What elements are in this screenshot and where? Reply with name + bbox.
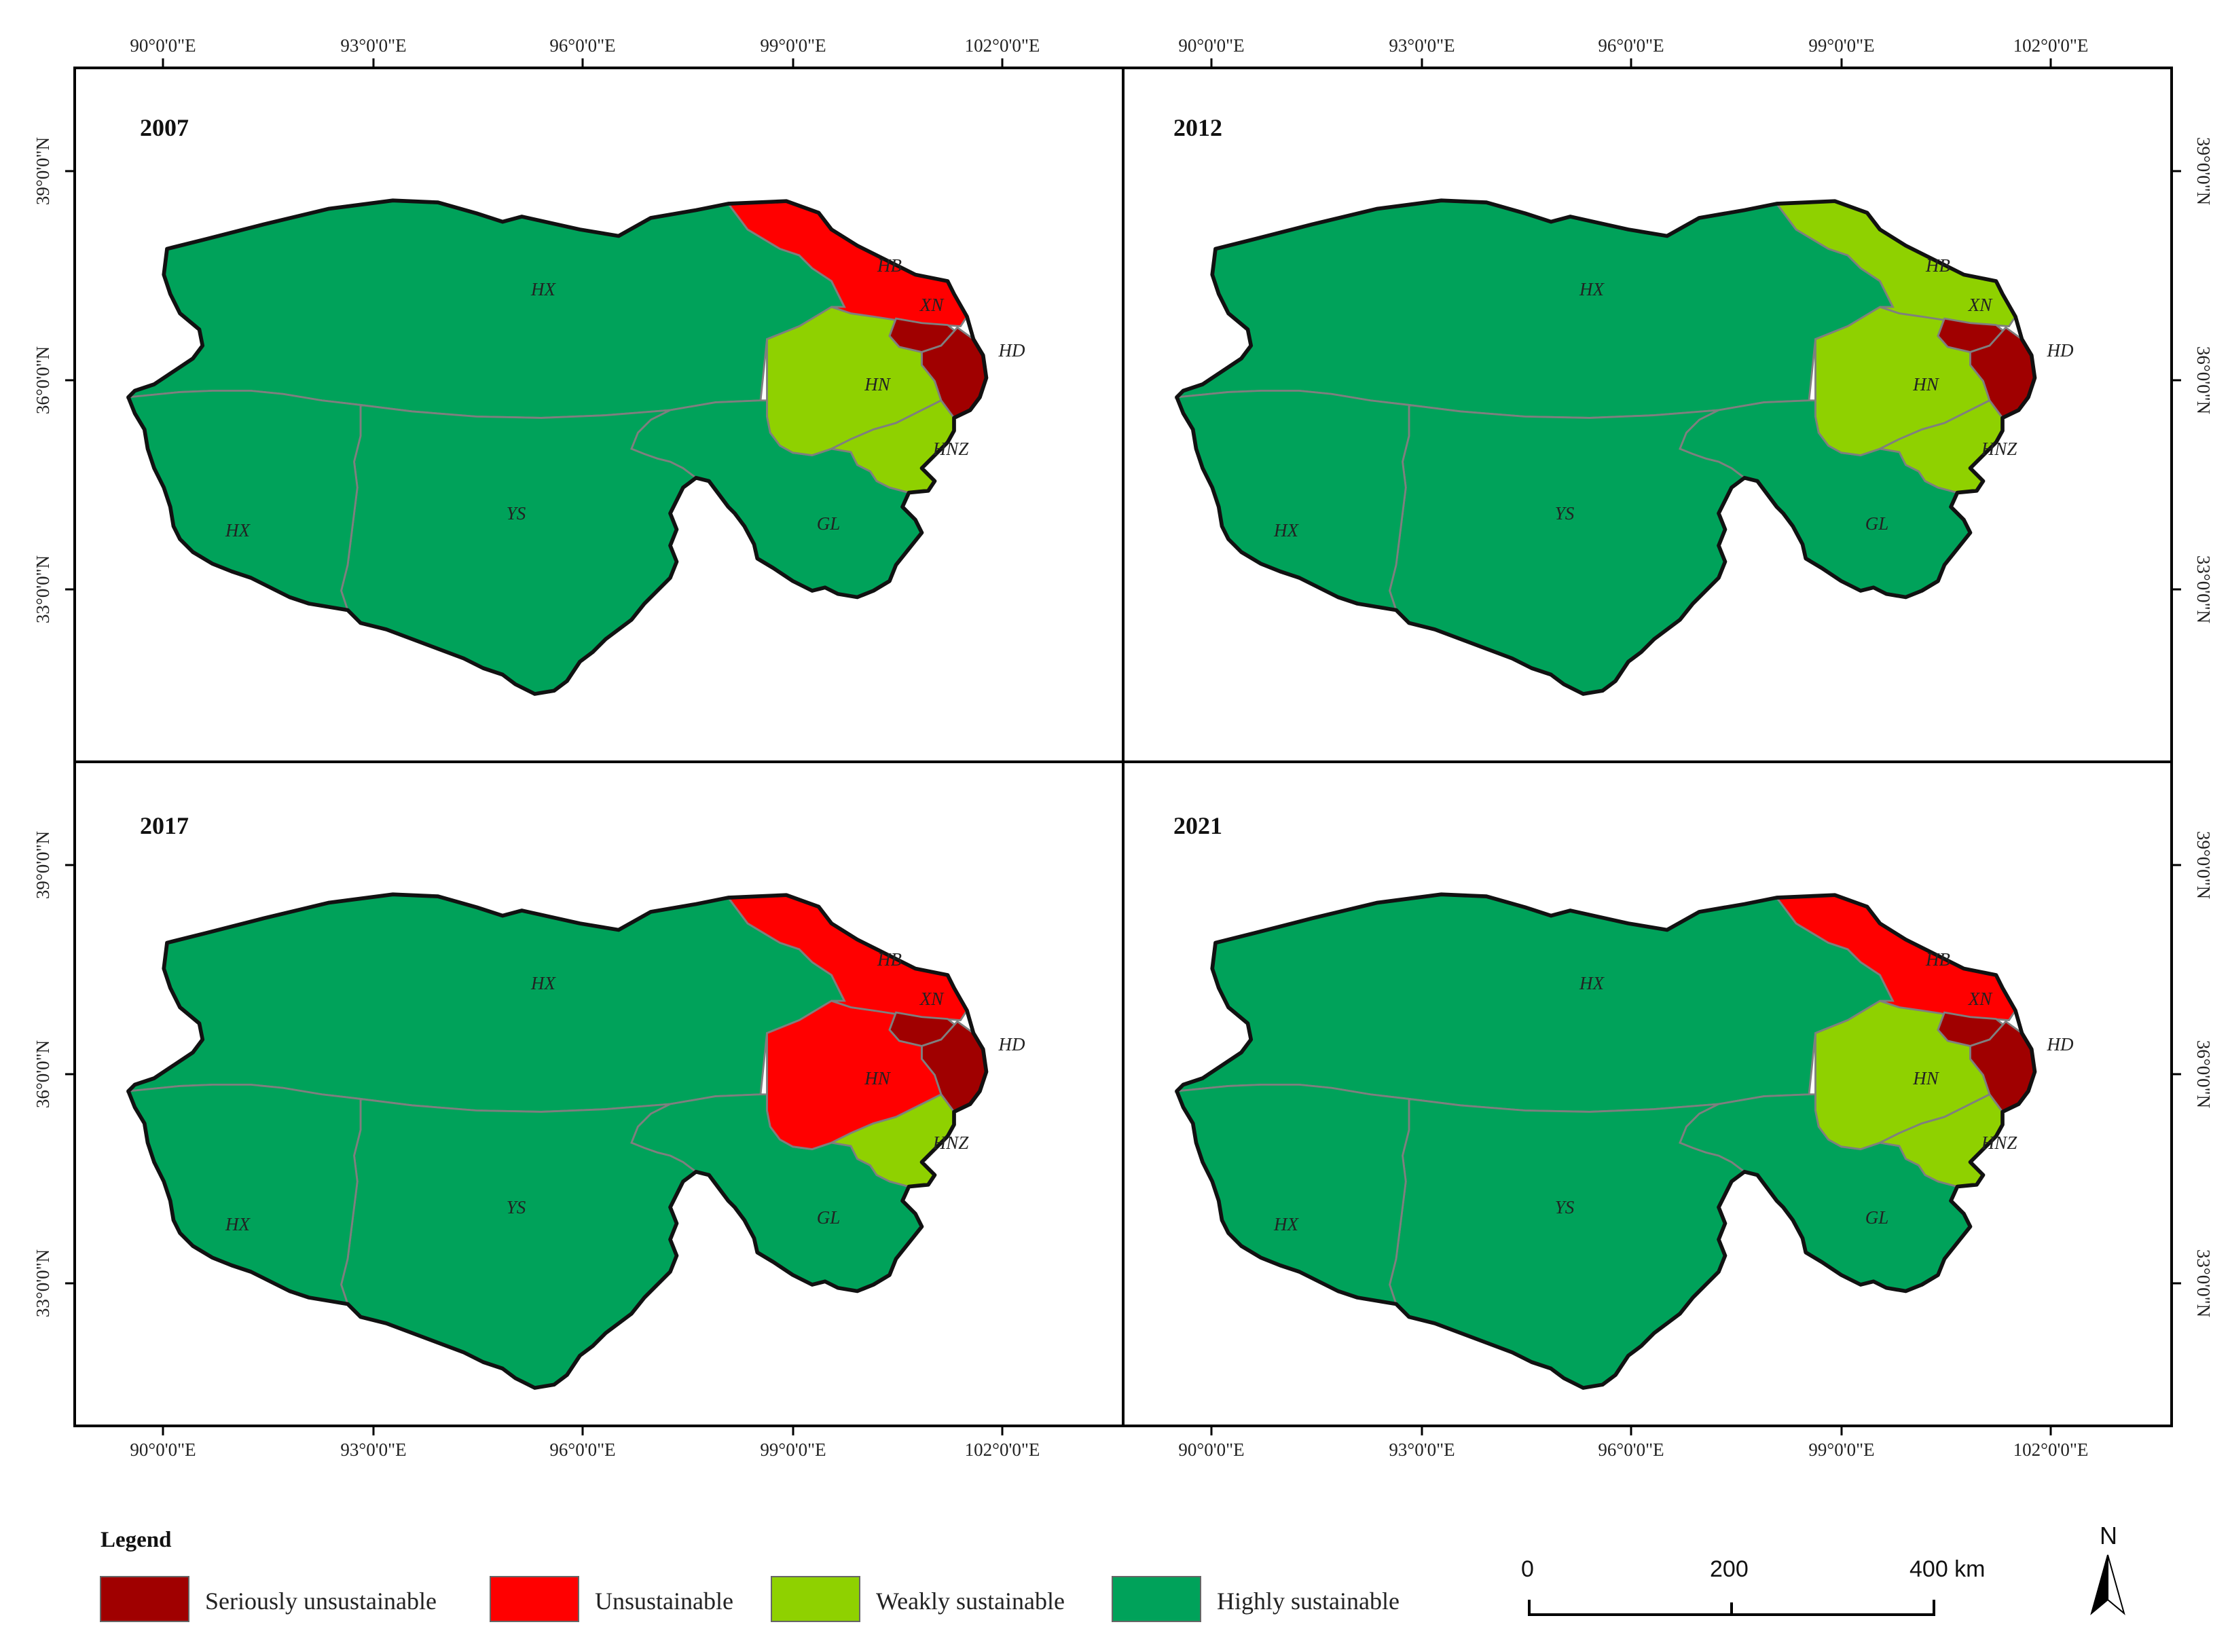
legend-label-ws: Weakly sustainable bbox=[876, 1587, 1065, 1615]
region-label-hb: HB bbox=[877, 949, 902, 970]
year-label-2021: 2021 bbox=[1173, 812, 1222, 839]
region-label-hnz: HNZ bbox=[1981, 439, 2018, 459]
top-tick-label-right-1: 93°0'0"E bbox=[1389, 35, 1455, 56]
region-label-hd: HD bbox=[2047, 340, 2074, 361]
region-label-hx-south: HX bbox=[225, 1214, 251, 1234]
right-tick-label-bottom-0: 39°0'0"N bbox=[2193, 831, 2214, 899]
scale-label-0: 0 bbox=[1521, 1556, 1534, 1582]
region-label-hx-north: HX bbox=[530, 973, 556, 993]
right-tick-label-top-0: 39°0'0"N bbox=[2193, 137, 2214, 205]
region-label-hx-north: HX bbox=[1579, 973, 1605, 993]
north-arrow-icon: N bbox=[2090, 1522, 2125, 1615]
year-label-2007: 2007 bbox=[140, 114, 189, 141]
region-label-ys: YS bbox=[507, 503, 526, 524]
province-outline-2021 bbox=[1175, 892, 2037, 1390]
map-panel-2007: HX HX YS GL HB XN HD HN HNZ 2007 bbox=[126, 114, 1025, 696]
region-label-xn: XN bbox=[1968, 989, 1993, 1009]
region-label-hb: HB bbox=[1925, 949, 1950, 970]
bottom-tick-label-left-2: 96°0'0"E bbox=[549, 1439, 615, 1460]
right-tick-label-top-2: 33°0'0"N bbox=[2193, 555, 2214, 623]
legend-swatch-su bbox=[100, 1576, 189, 1622]
graticule-ticks: 90°0'0"E 93°0'0"E 96°0'0"E 99°0'0"E 102°0'0"… bbox=[33, 35, 2214, 1460]
map-panel-2012: HX HX YS GL HB XN HD HN HNZ 2012 bbox=[1173, 114, 2074, 696]
legend-label-un: Unsustainable bbox=[595, 1587, 733, 1615]
legend-title: Legend bbox=[100, 1528, 172, 1552]
bottom-tick-label-left-3: 99°0'0"E bbox=[760, 1439, 826, 1460]
left-tick-label-bottom-0: 39°0'0"N bbox=[33, 831, 53, 899]
legend-label-su: Seriously unsustainable bbox=[205, 1587, 437, 1615]
region-label-hnz: HNZ bbox=[1981, 1133, 2018, 1153]
region-label-ys: YS bbox=[1555, 503, 1575, 524]
region-label-xn: XN bbox=[919, 295, 945, 315]
left-tick-label-top-0: 39°0'0"N bbox=[33, 137, 53, 205]
right-tick-label-top-1: 36°0'0"N bbox=[2193, 346, 2214, 414]
bottom-tick-label-right-4: 102°0'0"E bbox=[2013, 1439, 2089, 1460]
bottom-tick-label-right-1: 93°0'0"E bbox=[1389, 1439, 1455, 1460]
bottom-tick-label-right-2: 96°0'0"E bbox=[1598, 1439, 1664, 1460]
province-outline-2007 bbox=[126, 198, 989, 696]
region-label-hn: HN bbox=[1912, 374, 1939, 394]
region-label-hn: HN bbox=[864, 374, 891, 394]
top-tick-label-right-4: 102°0'0"E bbox=[2013, 35, 2089, 56]
bottom-tick-label-left-4: 102°0'0"E bbox=[965, 1439, 1040, 1460]
legend-label-hs: Highly sustainable bbox=[1217, 1587, 1400, 1615]
province-outline-2017 bbox=[126, 892, 989, 1390]
region-label-hx-north: HX bbox=[530, 279, 556, 299]
bottom-tick-label-left-1: 93°0'0"E bbox=[340, 1439, 406, 1460]
right-tick-label-bottom-1: 36°0'0"N bbox=[2193, 1040, 2214, 1108]
region-label-hx-south: HX bbox=[1273, 520, 1299, 540]
scale-bar: 0 200 400 km bbox=[1521, 1556, 1986, 1616]
region-label-gl: GL bbox=[817, 513, 841, 534]
region-label-xn: XN bbox=[1968, 295, 1993, 315]
top-tick-label-left-3: 99°0'0"E bbox=[760, 35, 826, 56]
region-label-hx-south: HX bbox=[1273, 1214, 1299, 1234]
top-tick-label-left-0: 90°0'0"E bbox=[130, 35, 196, 56]
region-label-xn: XN bbox=[919, 989, 945, 1009]
top-tick-label-left-4: 102°0'0"E bbox=[965, 35, 1040, 56]
region-label-hb: HB bbox=[877, 255, 902, 276]
left-tick-label-bottom-2: 33°0'0"N bbox=[33, 1249, 53, 1317]
legend: Legend Seriously unsustainable Unsustaina… bbox=[100, 1528, 1400, 1622]
region-label-hnz: HNZ bbox=[932, 1133, 970, 1153]
top-tick-label-left-2: 96°0'0"E bbox=[549, 35, 615, 56]
region-label-hd: HD bbox=[998, 340, 1025, 361]
region-label-gl: GL bbox=[817, 1207, 841, 1228]
top-tick-label-right-0: 90°0'0"E bbox=[1178, 35, 1244, 56]
bottom-tick-label-left-0: 90°0'0"E bbox=[130, 1439, 196, 1460]
left-tick-label-top-1: 36°0'0"N bbox=[33, 346, 53, 414]
year-label-2012: 2012 bbox=[1173, 114, 1222, 141]
scale-label-200: 200 bbox=[1710, 1556, 1749, 1582]
top-tick-label-left-1: 93°0'0"E bbox=[340, 35, 406, 56]
bottom-tick-label-right-0: 90°0'0"E bbox=[1178, 1439, 1244, 1460]
right-tick-label-bottom-2: 33°0'0"N bbox=[2193, 1249, 2214, 1317]
region-label-gl: GL bbox=[1865, 1207, 1889, 1228]
north-label: N bbox=[2100, 1522, 2117, 1549]
region-label-hx-south: HX bbox=[225, 520, 251, 540]
legend-swatch-un bbox=[490, 1576, 579, 1622]
region-label-hn: HN bbox=[1912, 1068, 1939, 1088]
map-panel-2017: HX HX YS GL HB XN HD HN HNZ 2017 bbox=[126, 812, 1025, 1390]
region-label-hx-north: HX bbox=[1579, 279, 1605, 299]
scale-label-400: 400 km bbox=[1909, 1556, 1986, 1582]
region-label-hd: HD bbox=[2047, 1034, 2074, 1054]
region-label-hnz: HNZ bbox=[932, 439, 970, 459]
region-label-hn: HN bbox=[864, 1068, 891, 1088]
bottom-tick-label-right-3: 99°0'0"E bbox=[1808, 1439, 1874, 1460]
region-label-gl: GL bbox=[1865, 513, 1889, 534]
region-label-hb: HB bbox=[1925, 255, 1950, 276]
left-tick-label-bottom-1: 36°0'0"N bbox=[33, 1040, 53, 1108]
legend-swatch-ws bbox=[771, 1576, 860, 1622]
province-outline-2012 bbox=[1175, 198, 2037, 696]
year-label-2017: 2017 bbox=[140, 812, 189, 839]
left-tick-label-top-2: 33°0'0"N bbox=[33, 555, 53, 623]
top-tick-label-right-2: 96°0'0"E bbox=[1598, 35, 1664, 56]
legend-swatch-hs bbox=[1112, 1576, 1201, 1622]
region-label-ys: YS bbox=[507, 1197, 526, 1217]
region-label-hd: HD bbox=[998, 1034, 1025, 1054]
top-tick-label-right-3: 99°0'0"E bbox=[1808, 35, 1874, 56]
map-panel-2021: HX HX YS GL HB XN HD HN HNZ 2021 bbox=[1173, 812, 2074, 1390]
region-label-ys: YS bbox=[1555, 1197, 1575, 1217]
